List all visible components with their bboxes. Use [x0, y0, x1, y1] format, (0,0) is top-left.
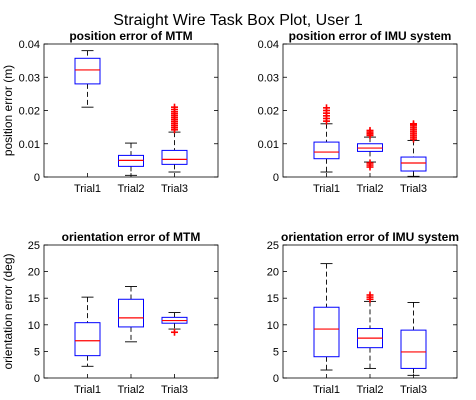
x-tick-label: Trial2: [117, 384, 144, 396]
x-tick-label: Trial2: [356, 183, 383, 195]
subplot-4: 0 5 10 15 20 25 Trial1 Trial2 Trial3 orientation …: [267, 230, 459, 396]
y-tick-label: 20: [28, 267, 40, 279]
y-axis-label: position error (m): [1, 65, 15, 156]
subplot-2: 0 0.01 0.02 0.03 0.04 Trial1 Trial2 Trial3 posit…: [258, 29, 458, 195]
y-tick-label: 0.02: [19, 106, 40, 118]
x-tick-label: Trial1: [313, 384, 340, 396]
iqr-box: [313, 141, 340, 160]
y-tick-label: 25: [28, 240, 40, 252]
y-tick-label: 0: [273, 172, 279, 184]
y-tick-label: 15: [267, 293, 279, 305]
subplot-1: 0 0.01 0.02 0.03 0.04 Trial1 Trial2 Trial3 posit…: [1, 29, 219, 195]
box-trial2: [357, 126, 383, 171]
y-tick-label: 15: [28, 293, 40, 305]
y-tick-label: 5: [34, 346, 40, 358]
box-trial1: [74, 50, 101, 108]
box-trial2: [357, 291, 383, 369]
x-tick-label: Trial1: [313, 183, 340, 195]
subplot-panels: 0 0.01 0.02 0.03 0.04 Trial1 Trial2 Trial3 posit…: [1, 29, 459, 396]
box-trial1: [313, 104, 340, 173]
iqr-box: [400, 329, 427, 369]
x-tick-label: Trial3: [161, 183, 188, 195]
y-tick-label: 0: [34, 172, 40, 184]
subplot-title: orientation error of IMU system: [281, 230, 459, 244]
figure-title: Straight Wire Task Box Plot, User 1: [113, 12, 363, 29]
iqr-box: [400, 156, 427, 172]
axes-frame: [43, 43, 219, 178]
x-tick-label: Trial2: [356, 384, 383, 396]
subplot-title: position error of MTM: [69, 29, 192, 43]
x-tick-label: Trial1: [74, 183, 101, 195]
subplot-title: orientation error of MTM: [62, 230, 201, 244]
subplot-3: 0 5 10 15 20 25 Trial1 Trial2 Trial3 orientation …: [1, 230, 219, 396]
axes-frame: [282, 43, 458, 178]
iqr-box: [313, 306, 340, 358]
x-tick-label: Trial2: [117, 183, 144, 195]
y-tick-label: 5: [273, 346, 279, 358]
y-tick-label: 0.04: [258, 39, 279, 51]
y-tick-label: 0.01: [19, 139, 40, 151]
box-trial3: [161, 312, 188, 336]
x-tick-label: Trial3: [400, 384, 427, 396]
y-tick-label: 0: [34, 373, 40, 385]
iqr-box: [118, 298, 144, 328]
x-tick-label: Trial1: [74, 384, 101, 396]
y-tick-label: 10: [28, 320, 40, 332]
x-tick-label: Trial3: [400, 183, 427, 195]
box-trial1: [313, 263, 340, 371]
box-trial2: [118, 142, 144, 176]
subplot-title: position error of IMU system: [289, 29, 452, 43]
y-tick-label: 20: [267, 267, 279, 279]
y-tick-label: 0.03: [258, 72, 279, 84]
box-trial3: [400, 120, 427, 177]
y-tick-label: 0.03: [19, 72, 40, 84]
box-trial1: [74, 296, 101, 367]
box-trial3: [161, 103, 188, 173]
y-tick-label: 25: [267, 240, 279, 252]
box-trial2: [118, 286, 144, 343]
y-axis-label: orientation error (deg): [1, 253, 15, 369]
iqr-box: [74, 57, 101, 85]
y-tick-label: 0.02: [258, 106, 279, 118]
x-tick-label: Trial3: [161, 384, 188, 396]
y-tick-label: 0: [273, 373, 279, 385]
iqr-box: [161, 149, 188, 165]
axes-frame: [43, 244, 219, 379]
iqr-box: [74, 322, 101, 357]
box-trial3: [400, 302, 427, 376]
y-tick-label: 10: [267, 320, 279, 332]
y-tick-label: 0.04: [19, 39, 40, 51]
y-tick-label: 0.01: [258, 139, 279, 151]
